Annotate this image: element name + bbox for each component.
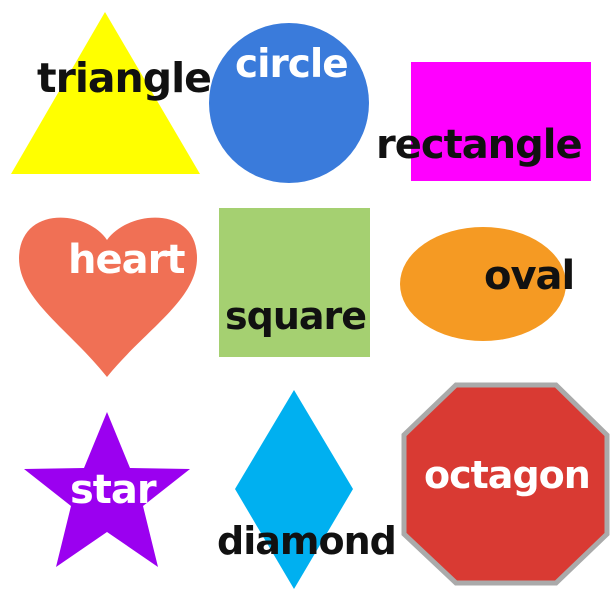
circle-shape	[209, 23, 369, 183]
square-label: square	[225, 294, 367, 338]
oval-label: oval	[484, 253, 575, 299]
circle-label: circle	[235, 42, 349, 87]
triangle-shape	[11, 12, 200, 174]
diamond-label: diamond	[217, 519, 397, 563]
star-shape	[24, 412, 190, 567]
square-shape	[219, 208, 370, 357]
octagon-shape	[401, 382, 610, 586]
star-label: star	[70, 467, 157, 513]
oval-shape	[400, 227, 566, 341]
rectangle-label: rectangle	[376, 122, 583, 168]
heart-shape	[19, 217, 197, 377]
heart-label: heart	[68, 237, 185, 283]
triangle-label: triangle	[37, 54, 212, 102]
octagon-label: octagon	[424, 453, 591, 497]
diamond-shape	[235, 390, 353, 589]
rectangle-shape	[411, 62, 591, 181]
